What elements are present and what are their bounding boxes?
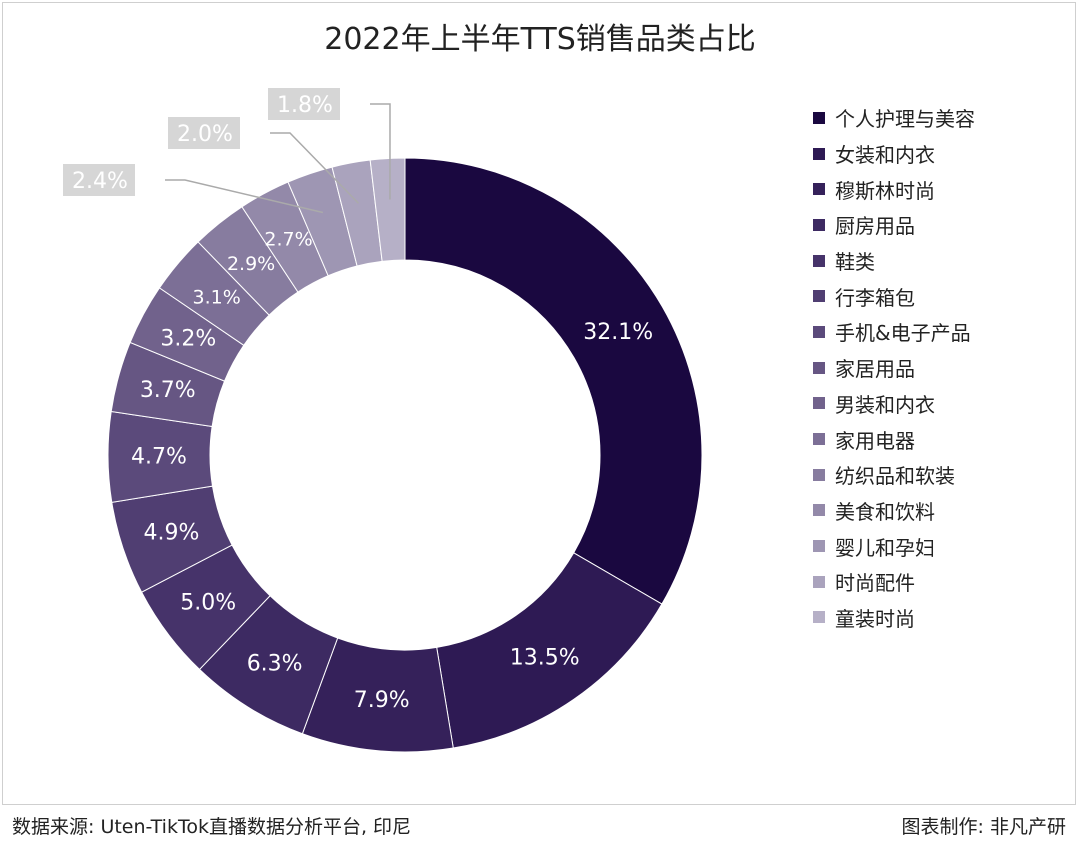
data-label-box [268,88,340,120]
legend-swatch [813,361,825,374]
donut-chart: 32.1% 13.5% 7.9% 6.3% 5.0% 4.9% 4.7% 3.7% 3.2% 3.… [63,88,703,753]
legend-item: 女装和内衣 [813,136,975,172]
legend-label: 鞋类 [835,250,875,275]
legend-item: 家居用品 [813,350,975,386]
data-label: 3.7% [140,378,196,403]
data-label: 7.9% [354,688,410,713]
data-label: 4.9% [144,520,200,545]
legend-label: 时尚配件 [835,571,915,596]
legend-label: 厨房用品 [835,214,915,239]
data-label: 5.0% [180,591,236,616]
data-label-box [63,164,135,196]
legend-label: 美食和饮料 [835,499,935,524]
legend-label: 婴儿和孕妇 [835,535,935,560]
legend-item: 家用电器 [813,421,975,457]
legend-item: 时尚配件 [813,564,975,600]
data-label: 13.5% [510,645,580,670]
chart-title: 2022年上半年TTS销售品类占比 [324,22,756,57]
legend-swatch [813,111,825,124]
legend-label: 童装时尚 [835,606,915,631]
legend-item: 男装和内衣 [813,386,975,422]
leader-line [165,179,324,214]
legend-swatch [813,611,825,624]
data-label: 3.2% [160,327,216,352]
legend-item: 厨房用品 [813,207,975,243]
legend-item: 鞋类 [813,243,975,279]
data-label: 4.7% [131,445,187,470]
data-label: 3.1% [193,287,241,309]
legend-item: 童装时尚 [813,600,975,636]
legend-item: 纺织品和软装 [813,457,975,493]
legend: 个人护理与美容 女装和内衣穆斯林时尚厨房用品鞋类行李箱包手机&电子产品 家居用品男装… [813,100,975,635]
legend-swatch [813,183,825,196]
legend-label: 个人护理与美容 [835,107,975,132]
legend-label: 家居用品 [835,357,915,382]
legend-item: 个人护理与美容 [813,100,975,136]
donut-slice [404,157,703,605]
legend-item: 穆斯林时尚 [813,171,975,207]
leader-line [370,103,391,200]
legend-label: 家用电器 [835,428,915,453]
data-label: 6.3% [247,652,303,677]
legend-swatch [813,575,825,588]
legend-label: 女装和内衣 [835,143,935,168]
data-label: 2.9% [227,253,275,275]
legend-label: 行李箱包 [835,285,915,310]
legend-label: 男装和内衣 [835,392,935,417]
chart-frame [2,2,1076,805]
legend-item: 手机&电子产品 [813,314,975,350]
donut-slice [369,157,406,262]
legend-swatch [813,147,825,160]
legend-label: 穆斯林时尚 [835,178,935,203]
legend-swatch [813,325,825,338]
data-label: 1.8% [277,93,333,118]
legend-swatch [813,254,825,267]
data-label-box [168,117,240,149]
legend-swatch [813,468,825,481]
legend-swatch [813,218,825,231]
data-label: 2.0% [177,122,233,147]
legend-label: 手机&电子产品 [835,321,971,346]
legend-item: 美食和饮料 [813,493,975,529]
legend-item: 婴儿和孕妇 [813,528,975,564]
data-label: 2.7% [264,228,312,250]
legend-label: 纺织品和软装 [835,464,955,489]
source-note: 数据来源: Uten-TikTok直播数据分析平台, 印尼 [12,816,412,838]
data-label: 2.4% [72,169,128,194]
data-label: 32.1% [583,320,653,345]
legend-swatch [813,290,825,303]
legend-swatch [813,504,825,517]
legend-swatch [813,540,825,553]
leader-line [270,132,359,204]
legend-item: 行李箱包 [813,278,975,314]
legend-swatch [813,397,825,410]
legend-swatch [813,433,825,446]
credit-note: 图表制作: 非凡产研 [901,816,1066,838]
